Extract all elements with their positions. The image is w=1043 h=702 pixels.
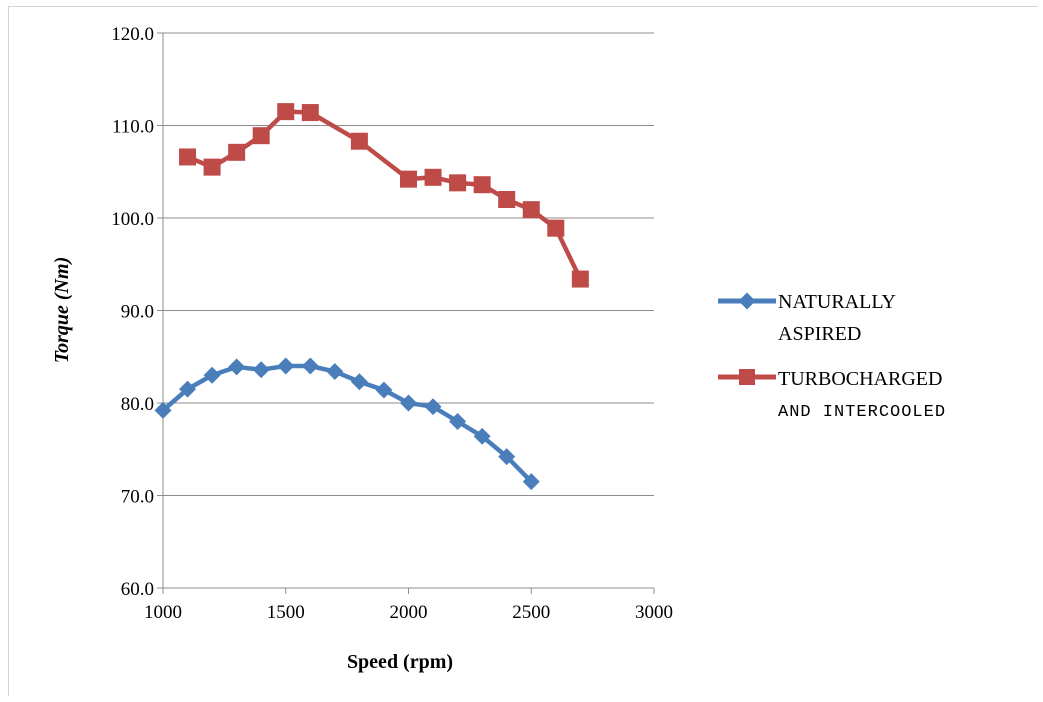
legend: NATURALLY ASPIRED TURBOCHARGED AND INTER… — [718, 291, 946, 422]
data-point-diamond — [326, 363, 344, 381]
y-tick-label: 60.0 — [121, 579, 154, 600]
legend-item-turbocharged: TURBOCHARGED AND INTERCOOLED — [718, 368, 946, 422]
axes — [157, 32, 655, 594]
x-tick-labels: 1000 1500 2000 2500 3000 — [144, 602, 673, 623]
data-point-diamond — [449, 413, 467, 430]
chart-frame — [8, 6, 1038, 696]
data-point-square — [547, 219, 565, 237]
data-point-diamond — [203, 366, 221, 384]
data-point-square — [571, 270, 589, 288]
gridlines — [163, 32, 654, 589]
series-1 — [179, 103, 589, 288]
series-0 — [154, 357, 540, 491]
data-point-square — [252, 127, 270, 145]
data-point-square — [301, 104, 319, 122]
series-line-1 — [186, 109, 583, 281]
x-tick-label: 1000 — [144, 602, 182, 623]
legend-item-naturally-aspired: NATURALLY ASPIRED — [718, 291, 896, 345]
data-point-square — [228, 143, 246, 161]
data-point-diamond — [424, 398, 442, 416]
y-tick-label: 120.0 — [111, 24, 154, 45]
legend-label-naturally-aspired-line2: ASPIRED — [778, 323, 861, 345]
y-tick-label: 70.0 — [121, 487, 154, 508]
data-point-diamond — [179, 380, 197, 398]
y-tick-label: 100.0 — [111, 209, 154, 230]
data-point-square — [400, 170, 417, 188]
y-tick-label: 90.0 — [121, 302, 154, 323]
y-tick-label: 80.0 — [121, 394, 154, 415]
data-point-diamond — [400, 394, 417, 412]
y-tick-labels: 60.0 70.0 80.0 90.0 100.0 110.0 120.0 — [111, 24, 154, 600]
data-point-diamond — [301, 357, 319, 375]
x-axis-title: Speed (rpm) — [347, 651, 453, 673]
data-point-diamond — [277, 357, 295, 375]
legend-label-turbocharged-line1: TURBOCHARGED — [778, 368, 942, 390]
data-point-square — [179, 148, 197, 166]
x-tick-label: 1500 — [267, 602, 305, 623]
legend-label-turbocharged-line2: AND INTERCOOLED — [778, 403, 946, 422]
data-point-diamond — [350, 373, 368, 391]
data-point-square — [350, 132, 368, 150]
data-point-square — [424, 168, 442, 186]
series-line-0 — [161, 363, 533, 484]
legend-marker-turbocharged — [739, 369, 755, 385]
x-tick-label: 2500 — [512, 602, 550, 623]
legend-marker-naturally-aspired — [738, 292, 756, 310]
y-tick-label: 110.0 — [112, 117, 154, 138]
data-point-square — [277, 103, 295, 121]
data-point-square — [449, 174, 467, 192]
data-point-diamond — [228, 358, 246, 376]
data-point-diamond — [522, 473, 540, 491]
data-point-square — [498, 191, 516, 208]
x-tick-label: 3000 — [635, 602, 673, 623]
x-tick-label: 2000 — [390, 602, 428, 623]
data-point-square — [203, 158, 221, 176]
data-point-diamond — [154, 401, 172, 419]
data-point-square — [473, 176, 491, 194]
data-point-diamond — [473, 427, 491, 445]
data-point-diamond — [252, 361, 270, 379]
data-point-diamond — [498, 448, 516, 466]
data-point-diamond — [375, 381, 393, 399]
series-group — [154, 103, 589, 491]
y-axis-title: Torque (Nm) — [51, 257, 73, 363]
data-point-square — [522, 201, 540, 219]
legend-label-naturally-aspired-line1: NATURALLY — [778, 291, 896, 313]
